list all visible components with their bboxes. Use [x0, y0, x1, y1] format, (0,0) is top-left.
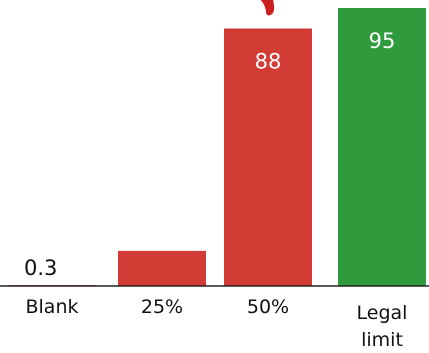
category-label-50pct: 50%: [247, 296, 289, 318]
category-label-legal-limit: Legal limit: [357, 302, 408, 351]
thumbs-down-icon: [260, 0, 275, 16]
value-label-blank: 0.3: [24, 256, 57, 280]
category-label-line: 25%: [141, 296, 183, 318]
annotations-layer: [260, 0, 275, 16]
category-label-line: Blank: [25, 296, 78, 318]
category-label-line: limit: [361, 329, 403, 351]
value-label-legal-limit: 95: [369, 29, 396, 53]
bar-25pct: [118, 250, 206, 286]
bar-50pct: [224, 28, 312, 286]
value-label-25pct: 12: [134, 222, 161, 246]
value-label-50pct: 88: [255, 49, 282, 73]
category-labels-layer: Blank 25% 50% Legal limit: [25, 296, 407, 351]
category-label-blank: Blank: [25, 296, 78, 318]
bar-legal-limit: [338, 8, 426, 286]
category-label-line: Legal: [357, 302, 408, 324]
category-label-25pct: 25%: [141, 296, 183, 318]
bars-layer: [8, 8, 426, 286]
value-labels-layer: 0.3 12 88 95: [24, 29, 395, 280]
category-label-line: 50%: [247, 296, 289, 318]
